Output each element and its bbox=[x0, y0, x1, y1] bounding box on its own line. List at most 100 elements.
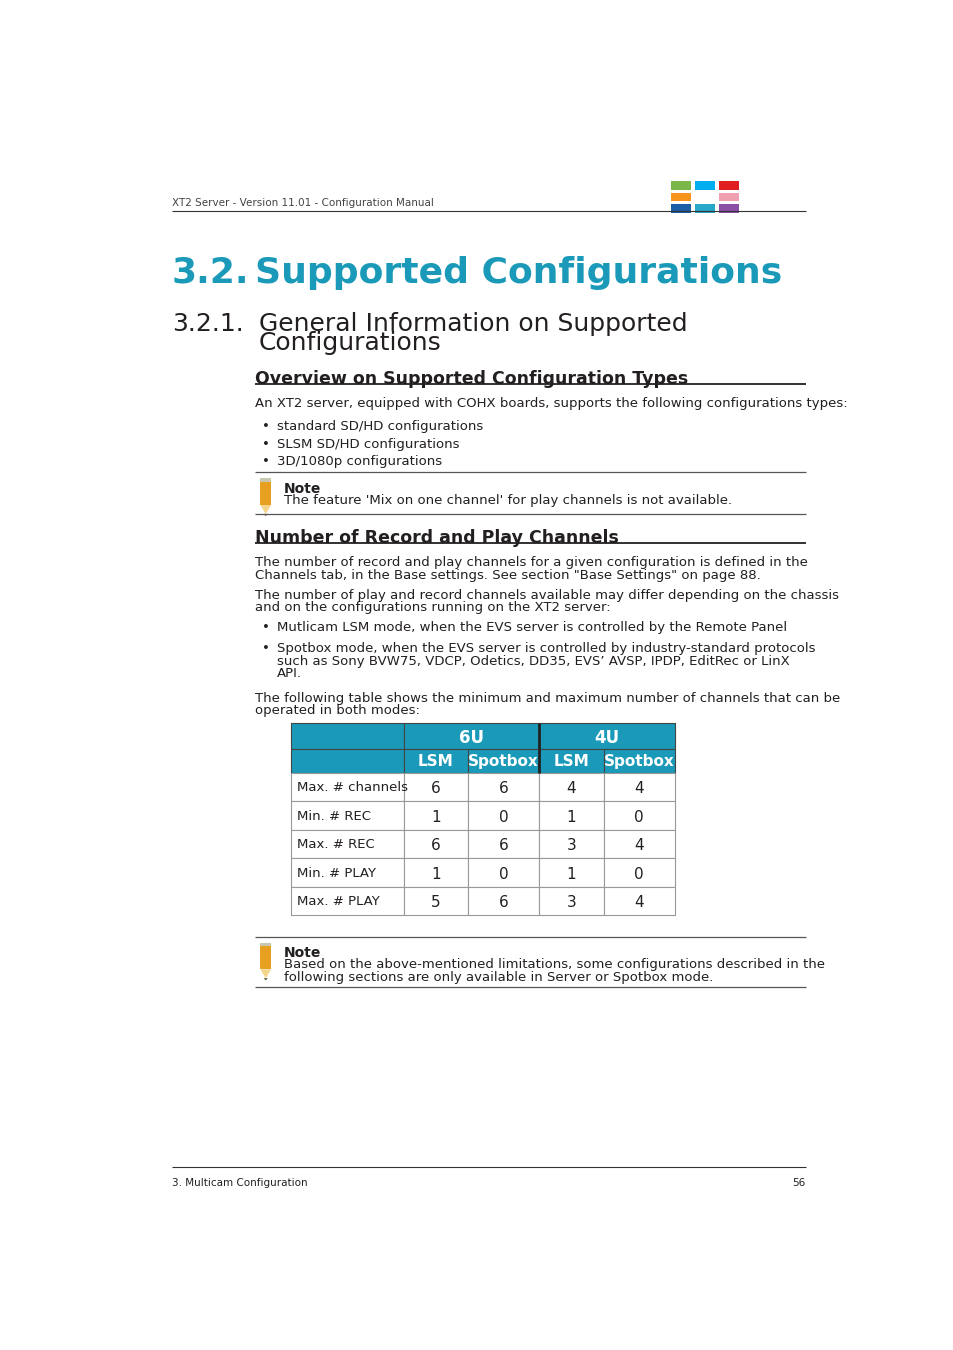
Bar bbox=[603, 749, 674, 772]
Text: Spotbox: Spotbox bbox=[603, 755, 674, 770]
Text: following sections are only available in Server or Spotbox mode.: following sections are only available in… bbox=[283, 971, 712, 984]
Text: •: • bbox=[261, 643, 270, 656]
Bar bbox=[403, 772, 468, 801]
Bar bbox=[403, 830, 468, 859]
Bar bbox=[260, 478, 271, 482]
Text: 6: 6 bbox=[498, 895, 508, 910]
Bar bbox=[291, 749, 403, 772]
Bar bbox=[468, 859, 538, 887]
Bar bbox=[468, 801, 538, 830]
Polygon shape bbox=[263, 514, 268, 516]
Text: Mutlicam LSM mode, when the EVS server is controlled by the Remote Panel: Mutlicam LSM mode, when the EVS server i… bbox=[277, 621, 786, 634]
Text: The following table shows the minimum and maximum number of channels that can be: The following table shows the minimum an… bbox=[254, 691, 840, 705]
Bar bbox=[403, 722, 538, 749]
Text: Supported Configurations: Supported Configurations bbox=[254, 256, 781, 290]
Bar bbox=[670, 181, 691, 190]
Text: 6: 6 bbox=[431, 838, 440, 853]
Text: Min. # REC: Min. # REC bbox=[297, 810, 371, 822]
Text: Spotbox mode, when the EVS server is controlled by industry-standard protocols: Spotbox mode, when the EVS server is con… bbox=[277, 643, 815, 656]
Bar bbox=[291, 859, 403, 887]
Text: An XT2 server, equipped with COHX boards, supports the following configurations : An XT2 server, equipped with COHX boards… bbox=[254, 397, 846, 410]
Text: 3. Multicam Configuration: 3. Multicam Configuration bbox=[172, 1179, 307, 1188]
Text: Max. # PLAY: Max. # PLAY bbox=[297, 895, 380, 909]
Bar bbox=[670, 204, 691, 213]
Text: 5: 5 bbox=[431, 895, 440, 910]
Text: operated in both modes:: operated in both modes: bbox=[254, 705, 419, 717]
Text: 4U: 4U bbox=[594, 729, 619, 747]
Text: Channels tab, in the Base settings. See section "Base Settings" on page 88.: Channels tab, in the Base settings. See … bbox=[254, 568, 760, 582]
Text: and on the configurations running on the XT2 server:: and on the configurations running on the… bbox=[254, 601, 610, 614]
Text: Number of Record and Play Channels: Number of Record and Play Channels bbox=[254, 528, 618, 547]
Text: •: • bbox=[261, 420, 270, 433]
Bar bbox=[719, 204, 739, 213]
Bar bbox=[695, 181, 715, 190]
Bar bbox=[468, 830, 538, 859]
Bar bbox=[291, 722, 403, 749]
Polygon shape bbox=[263, 979, 268, 980]
Polygon shape bbox=[260, 969, 271, 979]
Bar bbox=[291, 801, 403, 830]
Text: 1: 1 bbox=[566, 810, 576, 825]
Text: •: • bbox=[261, 621, 270, 634]
Bar bbox=[291, 830, 403, 859]
Text: 0: 0 bbox=[634, 810, 643, 825]
Text: Max. # REC: Max. # REC bbox=[297, 838, 375, 850]
Polygon shape bbox=[260, 505, 271, 514]
Bar bbox=[403, 859, 468, 887]
Bar bbox=[468, 772, 538, 801]
Text: LSM: LSM bbox=[553, 755, 589, 770]
Text: •: • bbox=[261, 437, 270, 451]
Text: LSM: LSM bbox=[417, 755, 454, 770]
Text: 3.2.: 3.2. bbox=[172, 256, 249, 290]
Bar bbox=[403, 887, 468, 915]
Bar bbox=[603, 859, 674, 887]
Text: such as Sony BVW75, VDCP, Odetics, DD35, EVS’ AVSP, IPDP, EditRec or LinX: such as Sony BVW75, VDCP, Odetics, DD35,… bbox=[277, 655, 789, 668]
Text: 56: 56 bbox=[792, 1179, 805, 1188]
Text: 0: 0 bbox=[498, 867, 508, 882]
Bar bbox=[403, 749, 468, 772]
Text: The feature 'Mix on one channel' for play channels is not available.: The feature 'Mix on one channel' for pla… bbox=[283, 494, 731, 506]
Bar bbox=[260, 946, 271, 969]
Text: 1: 1 bbox=[431, 810, 440, 825]
Text: 3.2.1.: 3.2.1. bbox=[172, 312, 243, 336]
Text: 6: 6 bbox=[431, 782, 440, 796]
Text: standard SD/HD configurations: standard SD/HD configurations bbox=[277, 420, 483, 433]
Bar bbox=[291, 887, 403, 915]
Text: SLSM SD/HD configurations: SLSM SD/HD configurations bbox=[277, 437, 459, 451]
Bar bbox=[719, 181, 739, 190]
Bar bbox=[291, 722, 403, 749]
Text: XT2 Server - Version 11.01 - Configuration Manual: XT2 Server - Version 11.01 - Configurati… bbox=[172, 198, 434, 208]
Bar bbox=[538, 859, 603, 887]
Text: 6: 6 bbox=[498, 838, 508, 853]
Bar bbox=[695, 204, 715, 213]
Bar bbox=[260, 482, 271, 505]
Text: Min. # PLAY: Min. # PLAY bbox=[297, 867, 376, 880]
Text: 3: 3 bbox=[566, 895, 576, 910]
Text: 4: 4 bbox=[634, 838, 643, 853]
Bar bbox=[603, 830, 674, 859]
Bar bbox=[603, 887, 674, 915]
Text: 3: 3 bbox=[566, 838, 576, 853]
Text: 4: 4 bbox=[634, 895, 643, 910]
Text: Spotbox: Spotbox bbox=[468, 755, 538, 770]
Text: The number of play and record channels available may differ depending on the cha: The number of play and record channels a… bbox=[254, 589, 838, 602]
Bar bbox=[603, 801, 674, 830]
Bar bbox=[538, 887, 603, 915]
Bar bbox=[670, 193, 691, 201]
Bar bbox=[260, 942, 271, 946]
Bar bbox=[403, 801, 468, 830]
Text: 4: 4 bbox=[566, 782, 576, 796]
Bar bbox=[603, 772, 674, 801]
Bar bbox=[538, 772, 603, 801]
Text: 6U: 6U bbox=[458, 729, 483, 747]
Bar bbox=[538, 722, 674, 749]
Text: •: • bbox=[261, 455, 270, 468]
Bar bbox=[538, 749, 603, 772]
Text: The number of record and play channels for a given configuration is defined in t: The number of record and play channels f… bbox=[254, 556, 807, 570]
Text: 1: 1 bbox=[431, 867, 440, 882]
Text: Configurations: Configurations bbox=[258, 331, 441, 355]
Bar bbox=[291, 772, 403, 801]
Text: Overview on Supported Configuration Types: Overview on Supported Configuration Type… bbox=[254, 370, 687, 387]
Bar bbox=[538, 801, 603, 830]
Text: Max. # channels: Max. # channels bbox=[297, 782, 408, 794]
